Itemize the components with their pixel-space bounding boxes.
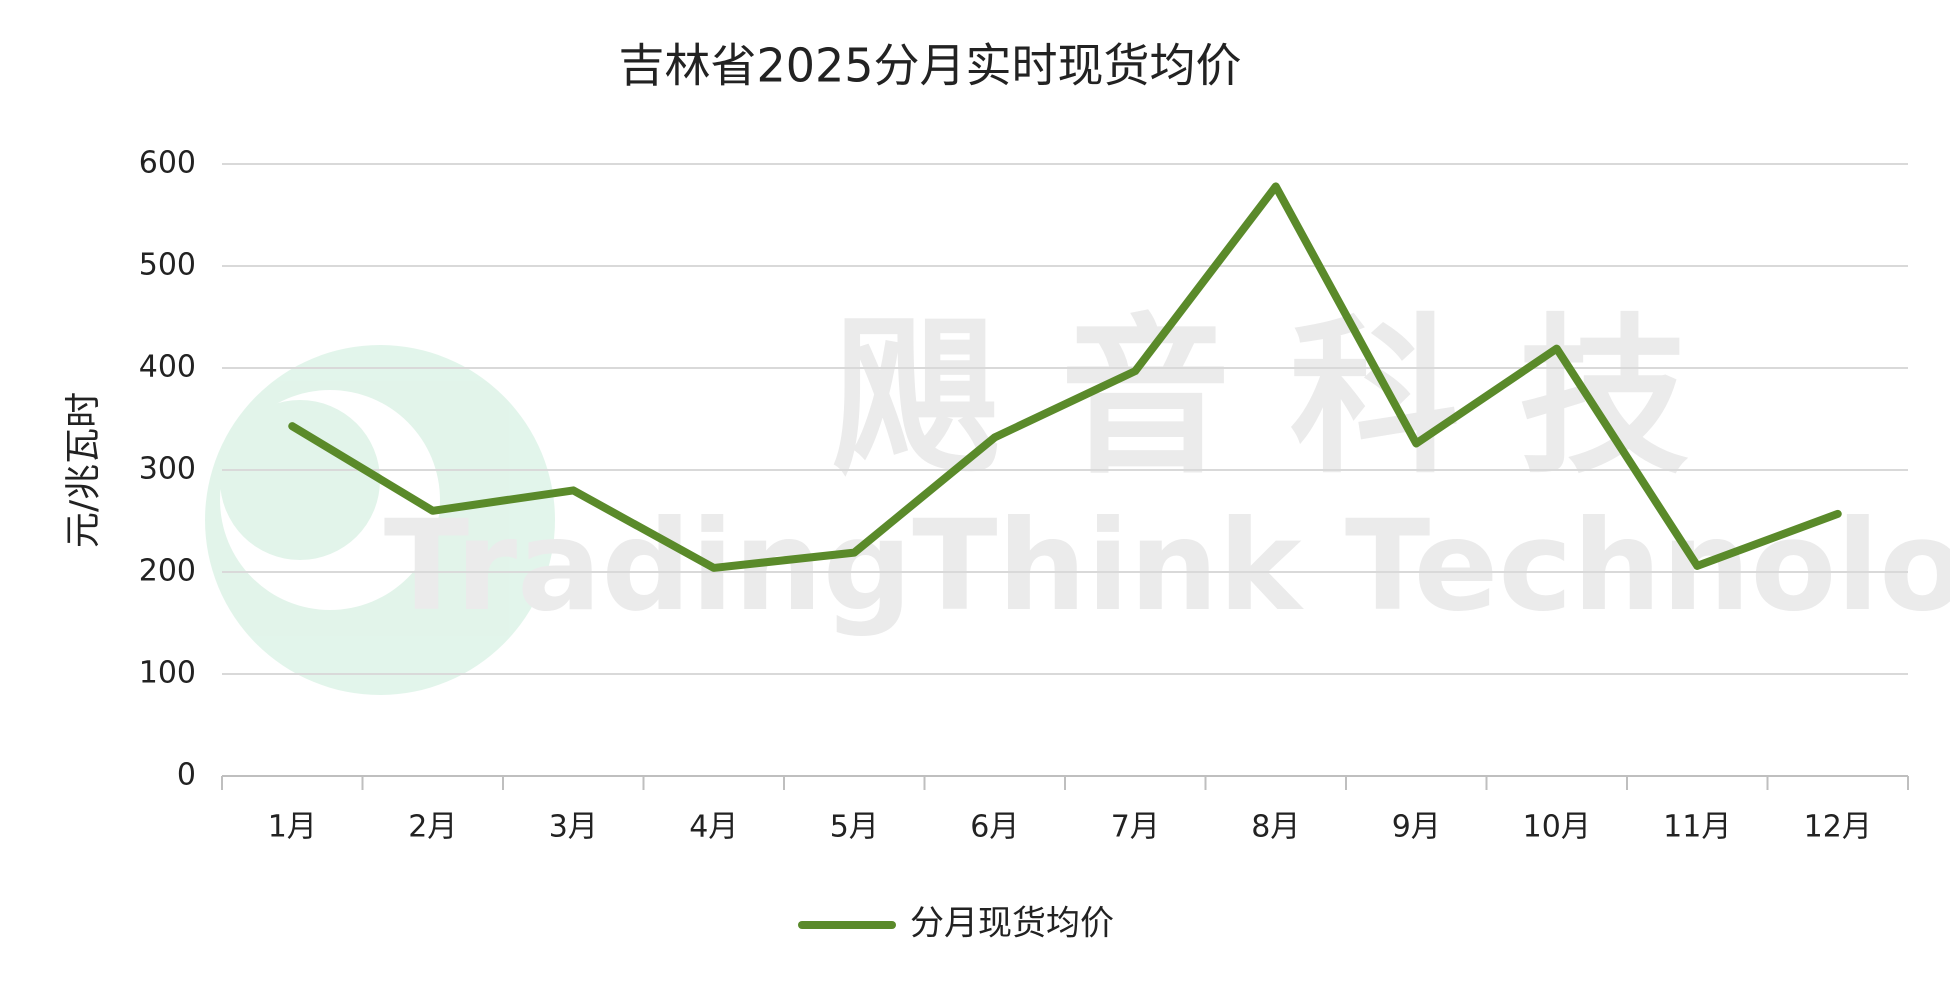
x-tick-label: 4月 <box>689 810 738 845</box>
x-tick-label: 10月 <box>1523 810 1591 845</box>
chart-title: 吉林省2025分月实时现货均价 <box>618 39 1241 93</box>
y-tick-label: 200 <box>139 554 196 589</box>
legend-label: 分月现货均价 <box>910 904 1114 944</box>
watermark-cn: 飓 音 科 技 <box>831 299 1689 497</box>
y-tick-label: 400 <box>139 350 196 385</box>
watermark-logo <box>205 345 555 695</box>
y-axis-label: 元/兆瓦时 <box>63 392 104 548</box>
watermark-en: TradingThink Technology <box>384 494 1950 639</box>
x-tick-label: 5月 <box>830 810 879 845</box>
data-line <box>288 182 1842 572</box>
y-tick-label: 0 <box>177 758 196 793</box>
x-tick-label: 11月 <box>1663 810 1731 845</box>
x-tick-label: 12月 <box>1804 810 1872 845</box>
y-tick-label: 600 <box>139 146 196 181</box>
x-tick-label: 3月 <box>549 810 598 845</box>
x-tick-label: 1月 <box>268 810 317 845</box>
x-tick-label: 2月 <box>408 810 457 845</box>
y-tick-label: 500 <box>139 248 196 283</box>
y-tick-label: 100 <box>139 656 196 691</box>
x-tick-label: 7月 <box>1111 810 1160 845</box>
x-tick-label: 6月 <box>970 810 1019 845</box>
x-tick-label: 8月 <box>1251 810 1300 845</box>
x-tick-label: 9月 <box>1392 810 1441 845</box>
y-tick-label: 300 <box>139 452 196 487</box>
